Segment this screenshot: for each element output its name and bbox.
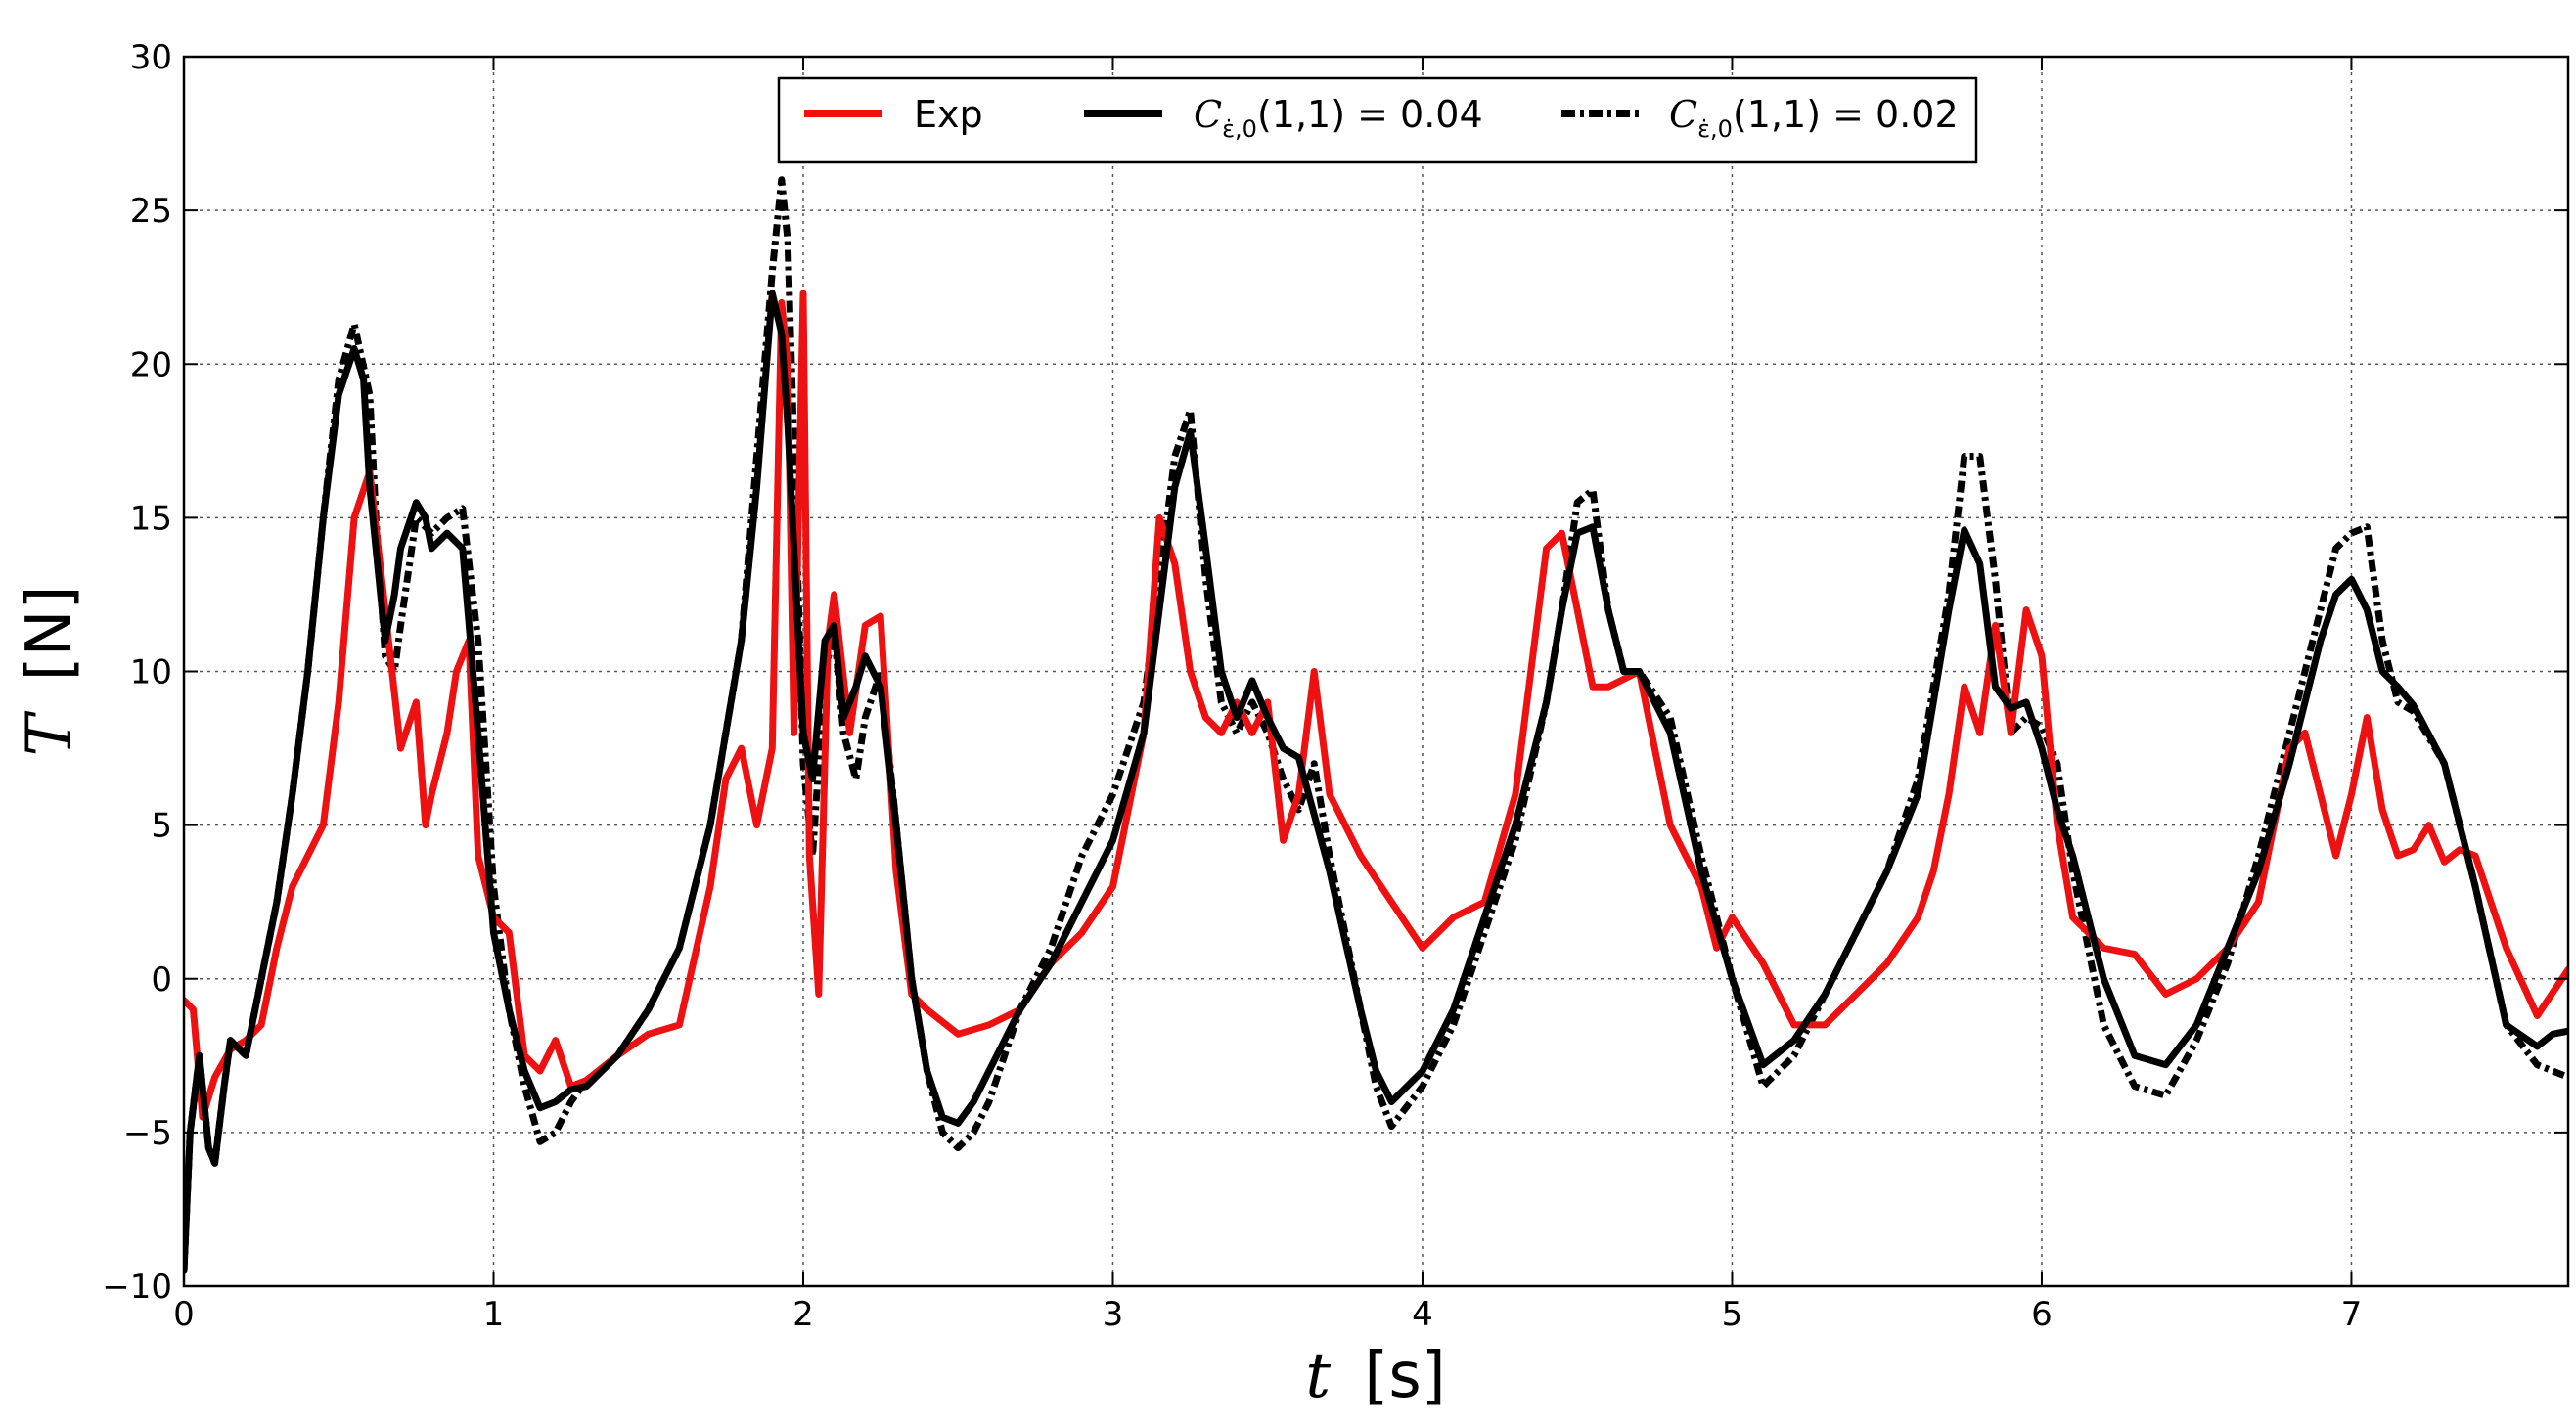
legend-label-c002: Cε̇,0(1,1) = 0.02: [1669, 93, 1959, 143]
x-tick-label: 0: [173, 1295, 195, 1334]
y-tick-label: 0: [151, 960, 172, 1000]
y-tick-label: 30: [130, 38, 172, 77]
legend-label-exp: Exp: [914, 93, 983, 136]
legend-label-c004: Cε̇,0(1,1) = 0.04: [1194, 93, 1483, 143]
y-tick-label: −5: [123, 1114, 172, 1153]
series-line-c002: [184, 176, 2568, 1271]
series-line-c004: [184, 290, 2568, 1274]
grid-lines: [184, 57, 2568, 1286]
y-tick-label: 5: [151, 807, 172, 846]
y-tick-label: −10: [102, 1268, 172, 1307]
legend-box: [777, 76, 1978, 164]
x-tick-label: 4: [1412, 1295, 1433, 1334]
x-tick-label: 7: [2341, 1295, 2363, 1334]
x-tick-label: 2: [792, 1295, 814, 1334]
y-axis-label: T [N]: [14, 586, 86, 757]
axis-ticks: 0 1 2 3 4 5 6 7 −10 −5 0 5 10 15 20 25 30: [102, 38, 2568, 1334]
x-tick-label: 3: [1103, 1295, 1124, 1334]
y-tick-label: 10: [130, 653, 172, 692]
y-tick-label: 25: [130, 192, 172, 231]
x-axis-label: t [s]: [1305, 1340, 1445, 1412]
x-tick-label: 6: [2031, 1295, 2053, 1334]
series-lines: [184, 176, 2568, 1274]
legend: Exp Cε̇,0(1,1) = 0.04 Cε̇,0(1,1) = 0.02: [777, 76, 1978, 164]
y-tick-label: 20: [130, 345, 172, 384]
x-tick-label: 5: [1722, 1295, 1743, 1334]
x-tick-label: 1: [483, 1295, 505, 1334]
y-tick-label: 15: [130, 499, 172, 538]
